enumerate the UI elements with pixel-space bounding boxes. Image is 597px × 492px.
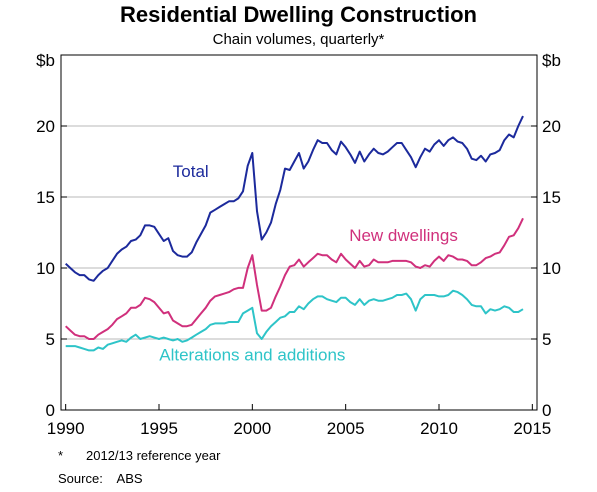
y-tick-label-right: 5 xyxy=(542,330,551,349)
y-tick-label-left: 0 xyxy=(46,401,55,420)
source-label: Source: xyxy=(58,471,103,486)
x-tick-label: 2005 xyxy=(327,419,365,438)
x-tick-label: 2015 xyxy=(513,419,551,438)
plot-frame xyxy=(60,54,538,411)
y-unit-label-left: $b xyxy=(36,51,55,70)
y-tick-label-right: 10 xyxy=(542,259,561,278)
series-line-1 xyxy=(65,217,524,340)
x-tick-label: 1990 xyxy=(47,419,85,438)
source-text: ABS xyxy=(116,471,143,486)
chart-subtitle: Chain volumes, quarterly* xyxy=(212,31,385,48)
y-tick-label-right: 0 xyxy=(542,401,551,420)
x-tick-label: 1995 xyxy=(140,419,178,438)
reference-year-note: * 2012/13 reference year xyxy=(58,448,220,463)
y-unit-label-right: $b xyxy=(542,51,561,70)
y-tick-label-left: 5 xyxy=(46,330,55,349)
y-tick-label-right: 15 xyxy=(542,188,561,207)
footnote-marker: * xyxy=(58,448,64,463)
series-line-0 xyxy=(65,115,524,282)
axis-ticks xyxy=(61,125,537,411)
chart-title: Residential Dwelling Construction xyxy=(120,2,477,27)
x-tick-label: 2010 xyxy=(420,419,458,438)
series-label-0: Total xyxy=(173,162,209,181)
axis-labels: 0 0 5 5 10 10 15 15 20 20 $b $b 1990 1995 2000 2005 2010… xyxy=(36,51,561,438)
y-tick-label-left: 20 xyxy=(36,117,55,136)
y-tick-label-right: 20 xyxy=(542,117,561,136)
series-label-2: Alterations and additions xyxy=(159,345,345,364)
y-tick-label-left: 15 xyxy=(36,188,55,207)
series-lines xyxy=(65,115,524,352)
y-tick-label-left: 10 xyxy=(36,259,55,278)
footnote-text: 2012/13 reference year xyxy=(86,448,221,463)
series-line-2 xyxy=(65,289,524,352)
series-label-1: New dwellings xyxy=(349,226,458,245)
source-note: Source: ABS xyxy=(58,471,143,486)
x-tick-label: 2000 xyxy=(233,419,271,438)
series-annotations: Total New dwellings Alterations and additi… xyxy=(159,162,458,364)
